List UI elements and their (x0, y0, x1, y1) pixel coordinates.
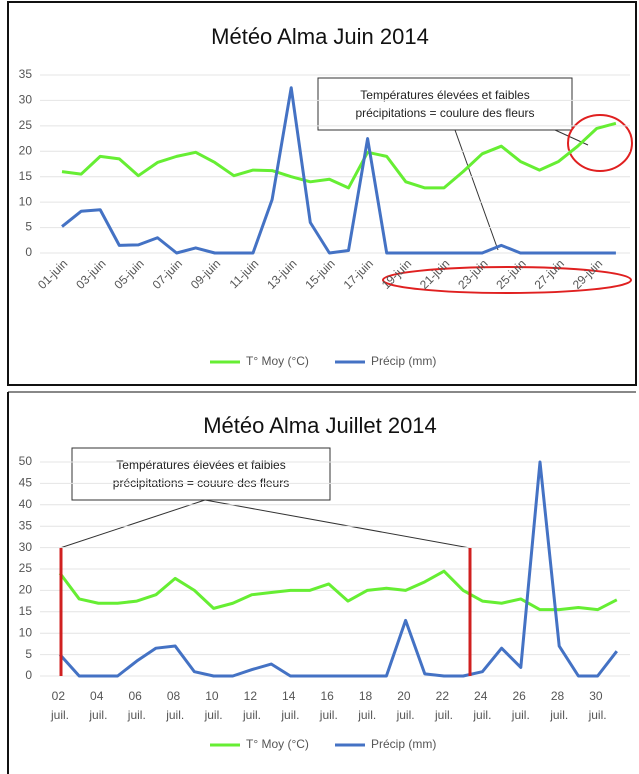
legend-label: Précip (mm) (371, 354, 436, 368)
annotation-box (317, 77, 573, 131)
annotation-line (454, 129, 499, 251)
x-tick-label: 20 juil. (396, 689, 415, 722)
highlight (382, 266, 632, 294)
series-line (61, 86, 616, 255)
y-tick-label: 15 (19, 169, 33, 183)
x-tick-label: 12 juil. (242, 689, 261, 722)
y-tick-label: 50 (19, 454, 33, 468)
y-tick-label: 25 (19, 118, 33, 132)
y-tick-label: 40 (19, 497, 33, 511)
x-tick-label: 30 juil. (588, 689, 607, 722)
x-tick-label: 18 juil. (357, 689, 376, 722)
y-tick-label: 25 (19, 561, 33, 575)
x-tick-label: 16 juil. (319, 689, 338, 722)
x-tick-label: 02 juil. (50, 689, 69, 722)
annotation: précipitations = coulure des fleurs (355, 106, 534, 120)
annotation: Températures élevées et faibles (116, 458, 285, 472)
legend-label: T° Moy (°C) (246, 737, 309, 751)
highlight (567, 114, 633, 172)
y-tick-label: 0 (25, 668, 32, 682)
x-tick-label: 06 juil. (127, 689, 146, 722)
y-tick-label: 20 (19, 583, 33, 597)
y-tick-label: 15 (19, 604, 33, 618)
annotation: Températures élevées et faibles (360, 88, 529, 102)
y-tick-label: 35 (19, 67, 33, 81)
legend-label: T° Moy (°C) (246, 354, 309, 368)
x-tick-label: 14 juil. (280, 689, 299, 722)
x-tick-label: 28 juil. (549, 689, 568, 722)
x-tick-label: 08 juil. (165, 689, 184, 722)
x-tick-label: 24 juil. (472, 689, 491, 722)
y-tick-label: 5 (25, 220, 32, 234)
annotation-line (59, 499, 206, 549)
y-tick-label: 20 (19, 143, 33, 157)
panel-frame (7, 1, 637, 386)
x-tick-label: 26 juil. (511, 689, 530, 722)
annotation-line (204, 499, 471, 549)
annotation-box (71, 447, 331, 501)
x-tick-label: 22 juil. (434, 689, 453, 722)
y-tick-label: 5 (25, 647, 32, 661)
series-line (61, 121, 617, 190)
y-tick-label: 35 (19, 518, 33, 532)
chart-title: Météo Alma Juillet 2014 (203, 413, 437, 438)
series-line (58, 460, 618, 678)
y-tick-label: 30 (19, 93, 33, 107)
y-tick-label: 10 (19, 194, 33, 208)
chart-title: Météo Alma Juin 2014 (211, 24, 429, 49)
x-tick-label: 10 juil. (204, 689, 223, 722)
series-line (58, 569, 618, 612)
x-tick-label: 04 juil. (88, 689, 107, 722)
legend-label: Précip (mm) (371, 737, 436, 751)
y-tick-label: 10 (19, 625, 33, 639)
y-tick-label: 45 (19, 476, 33, 490)
y-tick-label: 30 (19, 540, 33, 554)
y-tick-label: 0 (25, 245, 32, 259)
